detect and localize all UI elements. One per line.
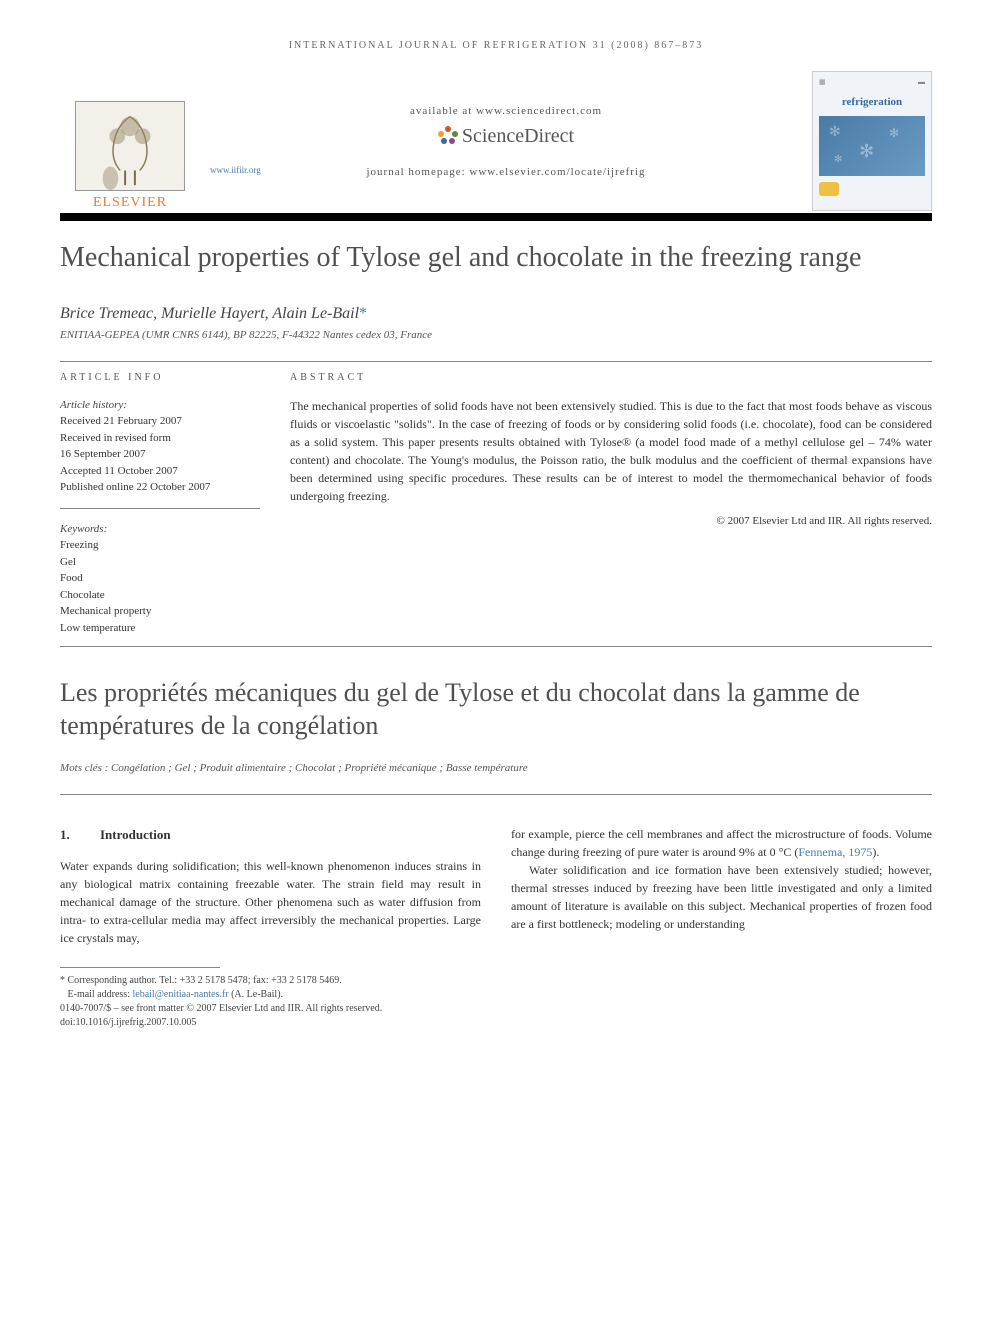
running-header: INTERNATIONAL JOURNAL OF REFRIGERATION 3…	[60, 40, 932, 51]
article-info-heading: ARTICLE INFO	[60, 370, 260, 385]
available-at-text: available at www.sciencedirect.com	[410, 105, 602, 117]
keyword: Food	[60, 570, 260, 587]
sciencedirect-text: ScienceDirect	[462, 125, 574, 148]
received-date: Received 21 February 2007	[60, 413, 260, 430]
abstract-text: The mechanical properties of solid foods…	[290, 397, 932, 505]
cover-badge-icon: ▬	[918, 78, 925, 86]
body-columns: 1.Introduction Water expands during soli…	[60, 825, 932, 947]
corresponding-author-note: * Corresponding author. Tel.: +33 2 5178…	[60, 974, 932, 988]
front-matter-line: 0140-7007/$ – see front matter © 2007 El…	[60, 1002, 932, 1016]
cover-badge-icon: ▦	[819, 78, 826, 86]
sciencedirect-logo: ScienceDirect	[438, 125, 574, 148]
body-paragraph: Water solidification and ice formation h…	[511, 861, 932, 933]
snowflake-icon: ✻	[859, 141, 874, 162]
affiliation: ENITIAA-GEPEA (UMR CNRS 6144), BP 82225,…	[60, 329, 932, 341]
section-heading: 1.Introduction	[60, 825, 481, 845]
horizontal-rule	[60, 646, 932, 647]
mots-cles: Mots clés : Congélation ; Gel ; Produit …	[60, 762, 932, 774]
abstract-heading: ABSTRACT	[290, 370, 932, 385]
black-divider-bar	[60, 213, 932, 221]
info-abstract-row: ARTICLE INFO Article history: Received 2…	[60, 370, 932, 637]
keyword: Freezing	[60, 537, 260, 554]
article-title: Mechanical properties of Tylose gel and …	[60, 241, 932, 275]
revised-label: Received in revised form	[60, 430, 260, 447]
banner-center: available at www.sciencedirect.com Scien…	[200, 71, 812, 211]
footnote-rule	[60, 967, 220, 968]
doi-line: doi:10.1016/j.ijrefrig.2007.10.005	[60, 1016, 932, 1030]
accepted-date: Accepted 11 October 2007	[60, 463, 260, 480]
elsevier-wordmark: ELSEVIER	[93, 195, 167, 211]
elsevier-block: ELSEVIER	[60, 71, 200, 211]
keyword: Low temperature	[60, 620, 260, 637]
keyword: Mechanical property	[60, 603, 260, 620]
cover-art: ✻ ✻ ✻ ✻	[819, 116, 925, 176]
journal-homepage-text: journal homepage: www.elsevier.com/locat…	[367, 166, 646, 178]
french-title: Les propriétés mécaniques du gel de Tylo…	[60, 677, 932, 742]
cover-seal-icon	[819, 182, 839, 196]
citation-link[interactable]: Fennema, 1975	[798, 845, 872, 859]
cover-journal-title: refrigeration	[842, 96, 902, 108]
sciencedirect-icon	[438, 126, 458, 146]
abstract-column: ABSTRACT The mechanical properties of so…	[290, 370, 932, 637]
revised-date: 16 September 2007	[60, 446, 260, 463]
keywords-label: Keywords:	[60, 521, 260, 538]
horizontal-rule	[60, 361, 932, 362]
horizontal-rule	[60, 794, 932, 795]
section-title: Introduction	[100, 827, 171, 842]
snowflake-icon: ✻	[829, 124, 841, 141]
email-person: (A. Le-Bail).	[229, 989, 283, 1000]
body-paragraph: Water expands during solidification; thi…	[60, 857, 481, 947]
body-column-right: for example, pierce the cell membranes a…	[511, 825, 932, 947]
corresponding-marker: *	[359, 305, 367, 322]
elsevier-tree-logo	[75, 101, 185, 191]
body-column-left: 1.Introduction Water expands during soli…	[60, 825, 481, 947]
email-address[interactable]: lebail@enitiaa-nantes.fr	[132, 989, 228, 1000]
email-label: E-mail address:	[68, 989, 133, 1000]
published-date: Published online 22 October 2007	[60, 479, 260, 496]
email-line: E-mail address: lebail@enitiaa-nantes.fr…	[60, 988, 932, 1002]
body-text: ).	[872, 845, 879, 859]
article-info-column: ARTICLE INFO Article history: Received 2…	[60, 370, 260, 637]
body-paragraph: for example, pierce the cell membranes a…	[511, 825, 932, 861]
info-divider	[60, 508, 260, 509]
keyword: Chocolate	[60, 587, 260, 604]
snowflake-icon: ✻	[834, 154, 842, 165]
keyword: Gel	[60, 554, 260, 571]
journal-cover: ▦ ▬ refrigeration ✻ ✻ ✻ ✻	[812, 71, 932, 211]
abstract-copyright: © 2007 Elsevier Ltd and IIR. All rights …	[290, 513, 932, 530]
authors-names: Brice Tremeac, Murielle Hayert, Alain Le…	[60, 305, 359, 322]
snowflake-icon: ✻	[889, 126, 899, 141]
article-history-label: Article history:	[60, 397, 260, 414]
footnotes: * Corresponding author. Tel.: +33 2 5178…	[60, 974, 932, 1030]
authors-line: Brice Tremeac, Murielle Hayert, Alain Le…	[60, 305, 932, 323]
section-number: 1.	[60, 825, 100, 845]
publisher-banner: ELSEVIER available at www.sciencedirect.…	[60, 71, 932, 211]
